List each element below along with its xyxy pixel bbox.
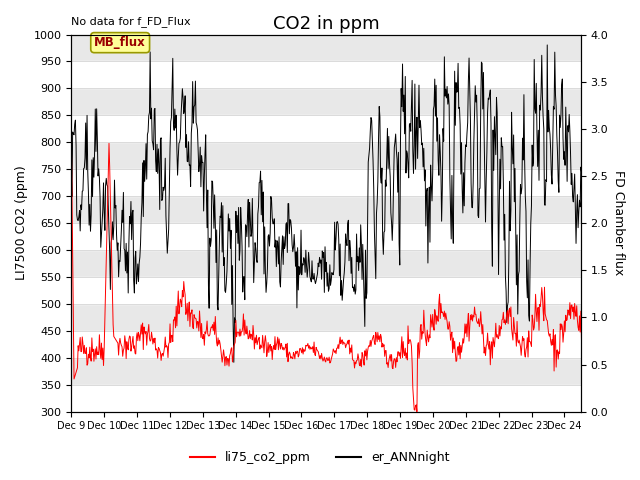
Bar (71, 331, 581, 358)
Bar (71, 385, 581, 412)
Bar (71, 277, 581, 304)
Bar (71, 115, 581, 142)
Bar (71, 61, 581, 88)
Y-axis label: LI7500 CO2 (ppm): LI7500 CO2 (ppm) (15, 166, 28, 280)
Text: No data for f_FD_Flux: No data for f_FD_Flux (71, 16, 191, 27)
Bar (71, 169, 581, 196)
Legend: li75_co2_ppm, er_ANNnight: li75_co2_ppm, er_ANNnight (186, 446, 454, 469)
Y-axis label: FD Chamber flux: FD Chamber flux (612, 170, 625, 276)
Bar (71, 223, 581, 250)
Text: MB_flux: MB_flux (94, 36, 146, 49)
Title: CO2 in ppm: CO2 in ppm (273, 15, 380, 33)
